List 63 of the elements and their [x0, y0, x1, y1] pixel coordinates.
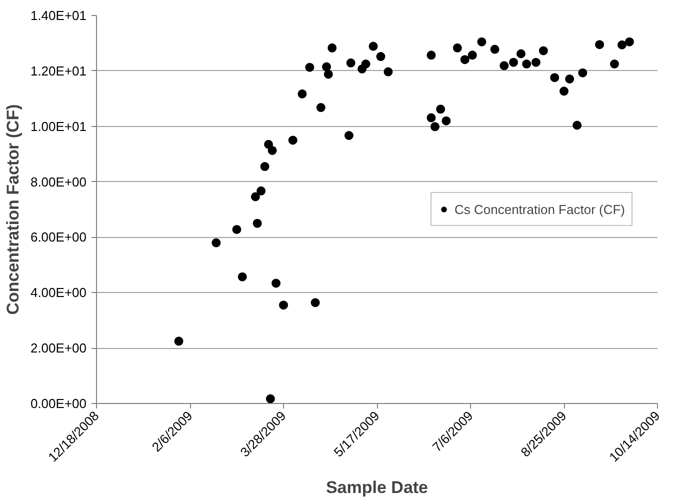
- y-tick-label: 4.00E+00: [30, 285, 87, 300]
- point: [610, 60, 619, 68]
- point: [617, 40, 626, 50]
- point: [452, 43, 462, 52]
- point: [279, 300, 288, 310]
- point: [430, 122, 440, 132]
- point: [238, 272, 247, 282]
- point: [572, 120, 582, 130]
- x-axis-title: Sample Date: [326, 478, 428, 498]
- point: [426, 50, 436, 60]
- point: [565, 74, 574, 84]
- point: [516, 49, 526, 58]
- y-tick-label: 6.00E+00: [30, 230, 87, 245]
- point: [426, 113, 436, 122]
- point: [595, 40, 604, 50]
- point: [468, 50, 477, 60]
- point: [174, 336, 184, 346]
- point: [212, 238, 221, 248]
- point: [266, 394, 275, 404]
- point: [260, 162, 270, 172]
- point: [250, 192, 260, 202]
- legend-label: Cs Concentration Factor (CF): [454, 202, 625, 216]
- point: [624, 37, 634, 46]
- point: [288, 136, 298, 145]
- point: [522, 60, 532, 68]
- point: [310, 298, 320, 308]
- point: [538, 46, 548, 56]
- point: [268, 146, 277, 155]
- point: [305, 62, 314, 72]
- point: [272, 278, 281, 288]
- point: [361, 60, 370, 68]
- point: [346, 58, 356, 68]
- point: [256, 186, 266, 196]
- point: [477, 37, 486, 46]
- point: [252, 218, 262, 228]
- y-axis-title: Concentration Factor (CF): [3, 104, 22, 315]
- point: [500, 61, 509, 70]
- point: [376, 52, 386, 62]
- point: [298, 89, 307, 98]
- point: [460, 55, 470, 64]
- point: [328, 43, 337, 52]
- point: [322, 62, 332, 72]
- point: [442, 116, 451, 126]
- y-tick-label: 1.40E+01: [30, 8, 87, 23]
- point: [509, 58, 518, 67]
- point: [490, 44, 500, 54]
- y-tick-label: 1.00E+01: [30, 118, 87, 134]
- point: [531, 58, 540, 67]
- point: [384, 67, 393, 76]
- point: [232, 224, 242, 234]
- point: [344, 131, 354, 140]
- y-tick-label: 8.00E+00: [30, 174, 87, 190]
- point: [578, 68, 588, 78]
- point: [436, 104, 446, 114]
- point: [560, 86, 568, 96]
- point: [550, 73, 560, 82]
- y-tick-label: 1.20E+01: [30, 63, 87, 78]
- point: [368, 42, 378, 51]
- point: [324, 70, 333, 79]
- y-tick-label: 0.00E+00: [30, 396, 87, 411]
- point: [316, 103, 326, 112]
- y-tick-label: 2.00E+00: [30, 340, 87, 356]
- point: [264, 140, 274, 149]
